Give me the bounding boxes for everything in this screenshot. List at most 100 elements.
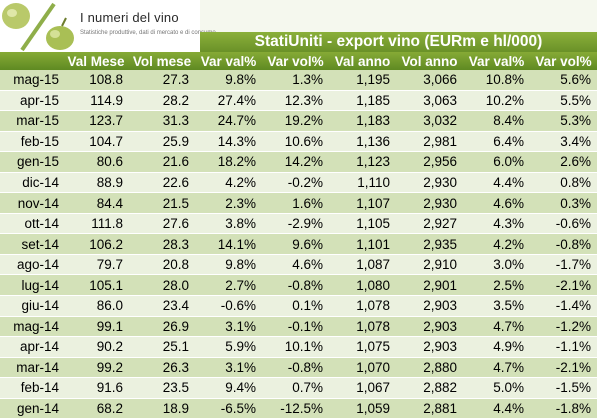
cell-var-val-month: 3.1% xyxy=(195,357,262,379)
cell-vol-anno: 2,903 xyxy=(396,316,463,338)
table-row: apr-15 114.9 28.2 27.4% 12.3% 1,185 3,063 10.2%… xyxy=(0,90,597,112)
cell-month: set-14 xyxy=(0,233,63,255)
cell-month: ago-14 xyxy=(0,254,63,276)
cell-var-val-month: 14.1% xyxy=(195,233,262,255)
cell-val-anno: 1,078 xyxy=(329,316,396,338)
cell-var-vol-year: 2.6% xyxy=(530,151,597,173)
cell-var-vol-year: -1.5% xyxy=(530,377,597,399)
cell-var-val-month: 14.3% xyxy=(195,131,262,153)
cell-val-anno: 1,070 xyxy=(329,357,396,379)
cell-var-vol-month: 12.3% xyxy=(262,90,329,112)
column-header-month xyxy=(0,52,63,70)
cell-vol-mese: 25.1 xyxy=(129,336,195,358)
cell-vol-mese: 28.3 xyxy=(129,233,195,255)
cell-month: nov-14 xyxy=(0,192,63,214)
cell-var-vol-month: -12.5% xyxy=(262,398,329,419)
cell-var-val-month: 27.4% xyxy=(195,90,262,112)
cell-var-vol-month: 10.1% xyxy=(262,336,329,358)
cell-month: giu-14 xyxy=(0,295,63,317)
cell-val-mese: 123.7 xyxy=(63,110,129,132)
cell-var-vol-month: -2.9% xyxy=(262,213,329,235)
cell-month: mag-14 xyxy=(0,316,63,338)
page-title: StatiUniti - export vino (EURm e hl/000) xyxy=(254,33,543,50)
cell-var-vol-year: -1.1% xyxy=(530,336,597,358)
cell-var-vol-year: 0.3% xyxy=(530,192,597,214)
cell-val-mese: 108.8 xyxy=(63,70,129,91)
cell-month: gen-15 xyxy=(0,151,63,173)
cell-val-mese: 68.2 xyxy=(63,398,129,419)
cell-month: feb-14 xyxy=(0,377,63,399)
table-row: lug-14 105.1 28.0 2.7% -0.8% 1,080 2,901 2.5% -2… xyxy=(0,274,597,297)
cell-var-val-month: 9.8% xyxy=(195,70,262,91)
table-row: feb-14 91.6 23.5 9.4% 0.7% 1,067 2,882 5.0% -1.5… xyxy=(0,377,597,399)
cell-var-val-year: 4.6% xyxy=(463,192,530,214)
table-row: feb-15 104.7 25.9 14.3% 10.6% 1,136 2,981 6.4% 3… xyxy=(0,131,597,153)
cell-vol-anno: 2,927 xyxy=(396,213,463,235)
cell-var-vol-year: -1.8% xyxy=(530,398,597,419)
cell-val-mese: 105.1 xyxy=(63,274,129,297)
cell-month: gen-14 xyxy=(0,398,63,419)
cell-val-anno: 1,185 xyxy=(329,90,396,112)
cell-var-vol-year: 0.8% xyxy=(530,172,597,194)
cell-vol-anno: 2,882 xyxy=(396,377,463,399)
cell-vol-anno: 3,032 xyxy=(396,110,463,132)
table-row: mar-15 123.7 31.3 24.7% 19.2% 1,183 3,032 8.4% 5… xyxy=(0,110,597,132)
cell-val-mese: 86.0 xyxy=(63,295,129,317)
cell-vol-mese: 28.0 xyxy=(129,274,195,297)
column-header-vol-anno: Vol anno xyxy=(396,52,463,70)
cell-val-mese: 90.2 xyxy=(63,336,129,358)
cell-vol-mese: 27.3 xyxy=(129,70,195,91)
cell-var-vol-year: -1.2% xyxy=(530,316,597,338)
cell-var-vol-year: -2.1% xyxy=(530,357,597,379)
column-header-var-val-month: Var val% xyxy=(195,52,262,70)
cell-vol-anno: 3,066 xyxy=(396,70,463,91)
column-header-val-anno: Val anno xyxy=(329,52,396,70)
cell-vol-anno: 2,981 xyxy=(396,131,463,153)
cell-var-val-month: 5.9% xyxy=(195,336,262,358)
cell-var-val-year: 5.0% xyxy=(463,377,530,399)
cell-val-anno: 1,059 xyxy=(329,398,396,419)
cell-val-mese: 111.8 xyxy=(63,213,129,235)
cell-var-vol-month: -0.8% xyxy=(262,357,329,379)
cell-var-vol-month: -0.2% xyxy=(262,172,329,194)
cell-var-val-year: 4.9% xyxy=(463,336,530,358)
cell-vol-anno: 2,903 xyxy=(396,336,463,358)
cell-vol-mese: 21.5 xyxy=(129,192,195,214)
cell-val-mese: 99.2 xyxy=(63,357,129,379)
cell-vol-mese: 23.4 xyxy=(129,295,195,317)
cell-val-anno: 1,123 xyxy=(329,151,396,173)
cell-var-vol-month: 0.1% xyxy=(262,295,329,317)
cell-month: lug-14 xyxy=(0,274,63,297)
cell-var-vol-month: 10.6% xyxy=(262,131,329,153)
cell-var-val-month: 9.8% xyxy=(195,254,262,276)
cell-var-vol-month: 0.7% xyxy=(262,377,329,399)
cell-vol-anno: 2,881 xyxy=(396,398,463,419)
table-row: ott-14 111.8 27.6 3.8% -2.9% 1,105 2,927 4.3% -0… xyxy=(0,213,597,235)
cell-val-mese: 91.6 xyxy=(63,377,129,399)
cell-var-val-year: 4.2% xyxy=(463,233,530,255)
cell-var-vol-year: -0.8% xyxy=(530,233,597,255)
table-row: gen-15 80.6 21.6 18.2% 14.2% 1,123 2,956 6.0% 2.… xyxy=(0,151,597,173)
cell-val-anno: 1,195 xyxy=(329,70,396,91)
cell-var-val-month: 3.1% xyxy=(195,316,262,338)
cell-var-vol-month: 1.6% xyxy=(262,192,329,214)
cell-month: apr-14 xyxy=(0,336,63,358)
logo: I numeri del vino Statistiche produttive… xyxy=(0,0,216,52)
cell-var-val-year: 4.3% xyxy=(463,213,530,235)
cell-month: ott-14 xyxy=(0,213,63,235)
cell-vol-anno: 3,063 xyxy=(396,90,463,112)
cell-val-mese: 114.9 xyxy=(63,90,129,112)
title-bar: StatiUniti - export vino (EURm e hl/000) xyxy=(200,32,597,52)
cell-var-vol-month: 9.6% xyxy=(262,233,329,255)
cell-var-val-month: -6.5% xyxy=(195,398,262,419)
cell-vol-anno: 2,901 xyxy=(396,274,463,297)
cell-vol-anno: 2,956 xyxy=(396,151,463,173)
cell-vol-anno: 2,910 xyxy=(396,254,463,276)
cell-var-val-month: 24.7% xyxy=(195,110,262,132)
cell-var-val-year: 6.0% xyxy=(463,151,530,173)
cell-val-anno: 1,087 xyxy=(329,254,396,276)
cell-month: feb-15 xyxy=(0,131,63,153)
cell-var-vol-month: 19.2% xyxy=(262,110,329,132)
table-row: gen-14 68.2 18.9 -6.5% -12.5% 1,059 2,881 4.4% -… xyxy=(0,398,597,419)
cell-val-mese: 88.9 xyxy=(63,172,129,194)
